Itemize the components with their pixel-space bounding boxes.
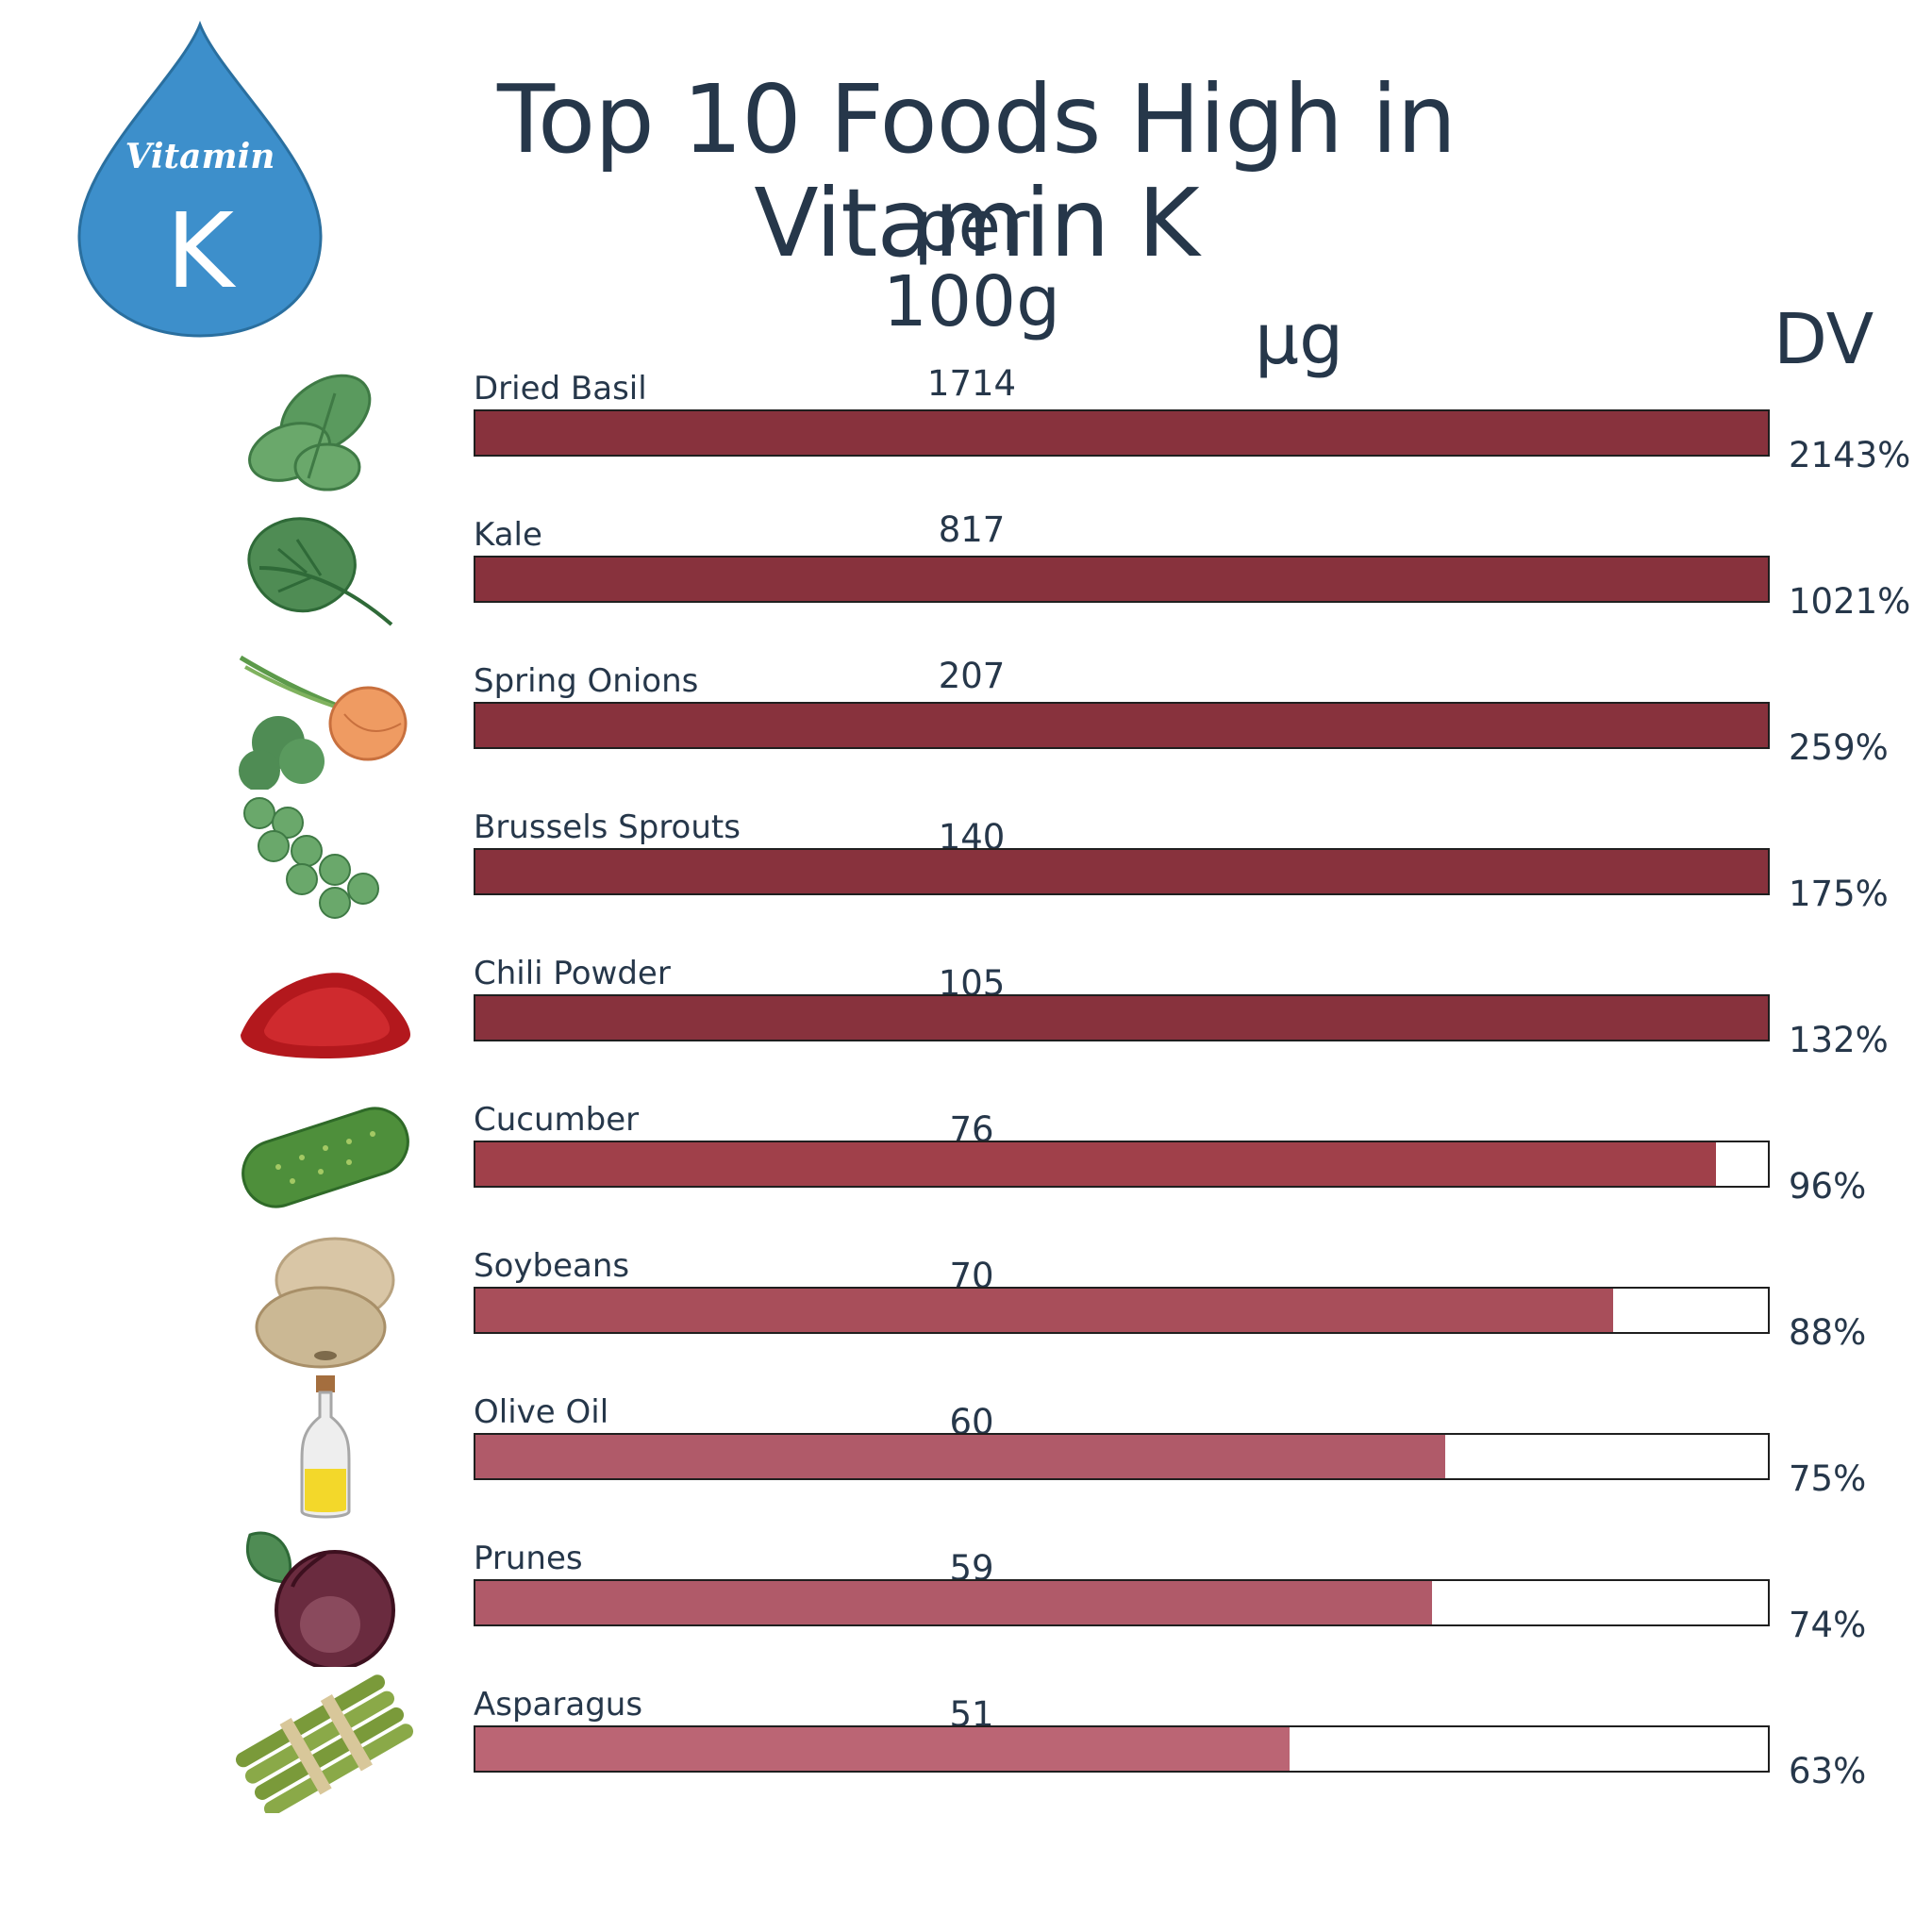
asparagus-icon (235, 1674, 414, 1813)
prune-icon (245, 1531, 395, 1667)
dv-label: 96% (1789, 1166, 1867, 1207)
kale-icon (247, 517, 393, 626)
table-row: Asparagus 51 63% (0, 1674, 1932, 1832)
category-label: Soybeans (474, 1247, 630, 1285)
category-label: Olive Oil (474, 1393, 609, 1431)
dv-label: 75% (1789, 1458, 1867, 1499)
category-label: Chili Powder (474, 955, 671, 992)
badge-letter: K (166, 191, 237, 311)
cucumber-icon (242, 1107, 409, 1208)
bar (475, 1142, 1717, 1186)
bar-track (474, 556, 1770, 603)
spring-onion-icon (239, 655, 408, 790)
bar (475, 558, 1768, 601)
category-label: Asparagus (474, 1686, 643, 1724)
dv-header: DV (1774, 299, 1874, 380)
brussels-sprouts-icon (243, 797, 379, 919)
dv-label: 259% (1789, 727, 1889, 768)
category-label: Brussels Sprouts (474, 808, 741, 846)
vitamin-k-drop-icon: Vitamin K (77, 21, 323, 338)
table-row: Prunes 59 74% (0, 1531, 1932, 1686)
soybeans-icon (255, 1237, 395, 1369)
bar (475, 1435, 1445, 1478)
table-row: Soybeans 70 88% (0, 1237, 1932, 1393)
bar-track (474, 1579, 1770, 1626)
bar (475, 411, 1768, 455)
dv-label: 132% (1789, 1020, 1889, 1060)
bar-track (474, 848, 1770, 895)
drop-shape (77, 21, 323, 338)
basil-icon (248, 374, 372, 491)
category-label: Kale (474, 516, 542, 554)
bar-track (474, 1287, 1770, 1334)
table-row: Cucumber 76 96% (0, 1101, 1932, 1247)
dv-label: 2143% (1789, 435, 1911, 475)
bar (475, 1581, 1432, 1624)
value-label: 817 (938, 509, 1006, 550)
dv-label: 74% (1789, 1605, 1867, 1645)
table-row: Kale 817 1021% (0, 510, 1932, 662)
page-subtitle: per 100g (882, 186, 1061, 342)
dv-label: 88% (1789, 1312, 1867, 1353)
bar-track (474, 409, 1770, 457)
page-title: Top 10 Foods High in Vitamin K (496, 64, 1457, 278)
bar (475, 1727, 1291, 1771)
table-row: Chili Powder 105 132% (0, 955, 1932, 1101)
value-label: 1714 (926, 363, 1017, 404)
bar (475, 850, 1768, 893)
table-row: Spring Onions 207 259% (0, 655, 1932, 808)
table-row: Dried Basil 1714 2143% (0, 364, 1932, 516)
category-label: Dried Basil (474, 370, 647, 408)
dv-label: 175% (1789, 874, 1889, 914)
bar-track (474, 1725, 1770, 1773)
bar (475, 1289, 1613, 1332)
category-label: Spring Onions (474, 662, 699, 700)
bar (475, 704, 1768, 747)
value-label: 207 (938, 656, 1006, 696)
dv-label: 1021% (1789, 581, 1911, 622)
bar-track (474, 1141, 1770, 1188)
category-label: Cucumber (474, 1101, 640, 1139)
chili-powder-icon (241, 973, 410, 1058)
bar-track (474, 702, 1770, 749)
bar-track (474, 1433, 1770, 1480)
category-label: Prunes (474, 1540, 583, 1577)
unit-header: µg (1255, 299, 1344, 380)
olive-oil-icon (300, 1375, 351, 1519)
badge-word: Vitamin (125, 137, 275, 176)
dv-label: 63% (1789, 1751, 1867, 1791)
bar (475, 996, 1768, 1040)
table-row: Olive Oil 60 75% (0, 1375, 1932, 1540)
bar-track (474, 994, 1770, 1041)
table-row: Brussels Sprouts 140 175% (0, 797, 1932, 955)
